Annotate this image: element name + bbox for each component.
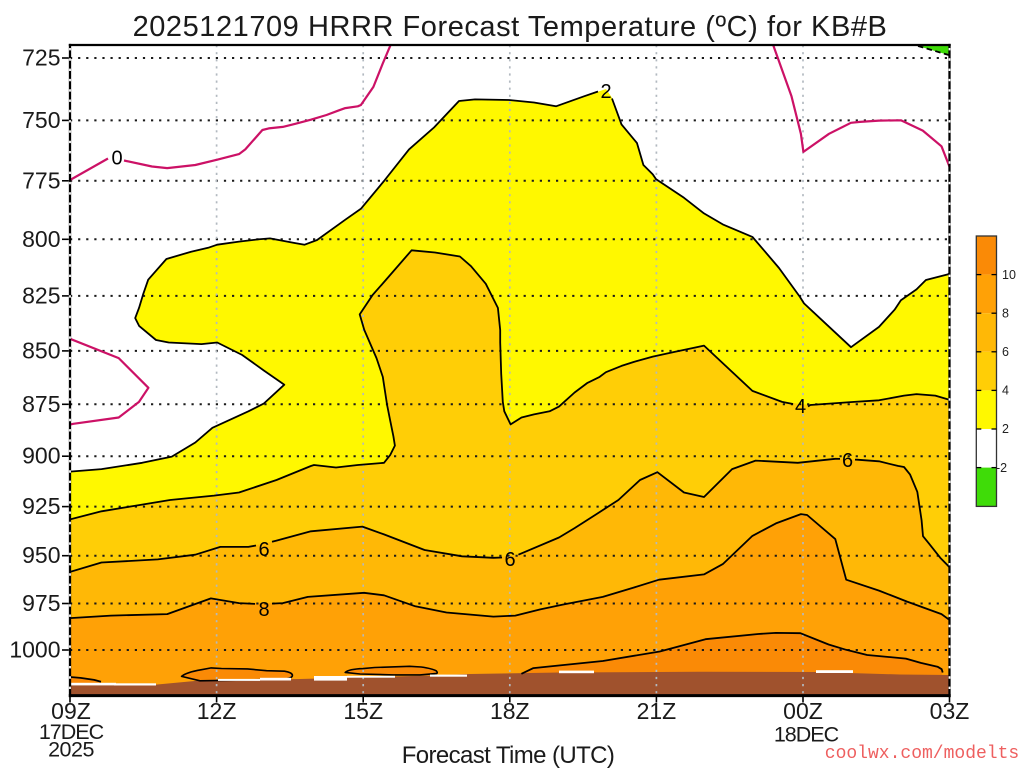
svg-text:18Z: 18Z <box>490 698 530 724</box>
svg-text:875: 875 <box>22 391 60 417</box>
svg-text:1000: 1000 <box>9 637 60 663</box>
svg-text:03Z: 03Z <box>930 698 970 724</box>
svg-text:925: 925 <box>22 493 60 519</box>
svg-text:8: 8 <box>1002 306 1009 320</box>
svg-text:18DEC: 18DEC <box>774 723 839 747</box>
svg-text:4: 4 <box>1002 384 1009 398</box>
svg-text:800: 800 <box>22 226 60 252</box>
svg-text:725: 725 <box>22 45 60 71</box>
svg-text:21Z: 21Z <box>637 698 677 724</box>
svg-text:Forecast Time (UTC): Forecast Time (UTC) <box>402 742 615 768</box>
svg-text:900: 900 <box>22 443 60 469</box>
svg-text:10: 10 <box>1002 268 1016 282</box>
svg-text:6: 6 <box>1002 345 1009 359</box>
svg-text:2: 2 <box>1002 422 1009 436</box>
svg-text:15Z: 15Z <box>343 698 383 724</box>
svg-text:6: 6 <box>504 549 515 571</box>
svg-text:8: 8 <box>258 599 269 621</box>
svg-text:0: 0 <box>111 148 122 170</box>
svg-text:00Z: 00Z <box>783 698 823 724</box>
svg-text:09Z: 09Z <box>51 698 91 724</box>
svg-text:4: 4 <box>795 396 806 418</box>
svg-text:2: 2 <box>600 81 611 103</box>
svg-text:-2: -2 <box>996 461 1007 475</box>
svg-text:coolwx.com/modelts: coolwx.com/modelts <box>825 744 1019 764</box>
svg-text:12Z: 12Z <box>197 698 237 724</box>
svg-text:17DEC: 17DEC <box>39 720 104 744</box>
svg-text:950: 950 <box>22 542 60 568</box>
svg-text:975: 975 <box>22 590 60 616</box>
svg-text:775: 775 <box>22 167 60 193</box>
svg-text:2025121709 HRRR Forecast Tempe: 2025121709 HRRR Forecast Temperature (ºC… <box>133 11 888 43</box>
svg-text:2025: 2025 <box>48 738 94 762</box>
svg-text:850: 850 <box>22 337 60 363</box>
svg-text:6: 6 <box>842 450 853 472</box>
svg-text:750: 750 <box>22 107 60 133</box>
svg-text:6: 6 <box>258 539 269 561</box>
svg-text:825: 825 <box>22 282 60 308</box>
